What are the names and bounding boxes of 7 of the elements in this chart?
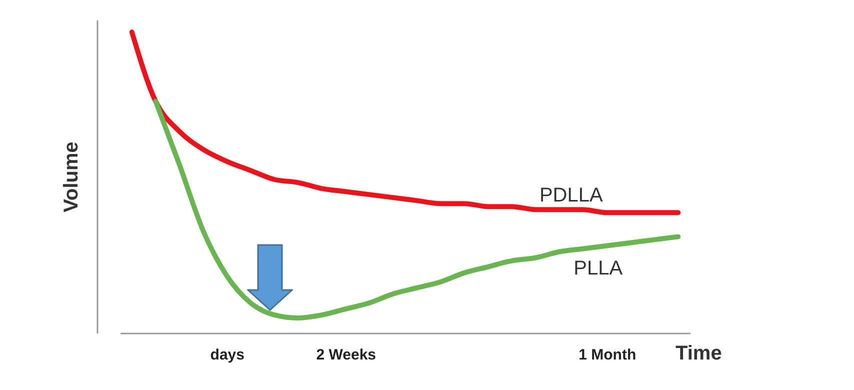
series-label: PDLLA (539, 184, 604, 207)
x-tick-label: 1 Month (578, 346, 636, 364)
x-tick-label: days (210, 346, 244, 364)
y-axis-title: Volume (60, 142, 82, 212)
series-label: PLLA (574, 258, 624, 280)
x-tick-label: 2 Weeks (316, 346, 376, 364)
x-axis-title: Time (676, 342, 722, 364)
